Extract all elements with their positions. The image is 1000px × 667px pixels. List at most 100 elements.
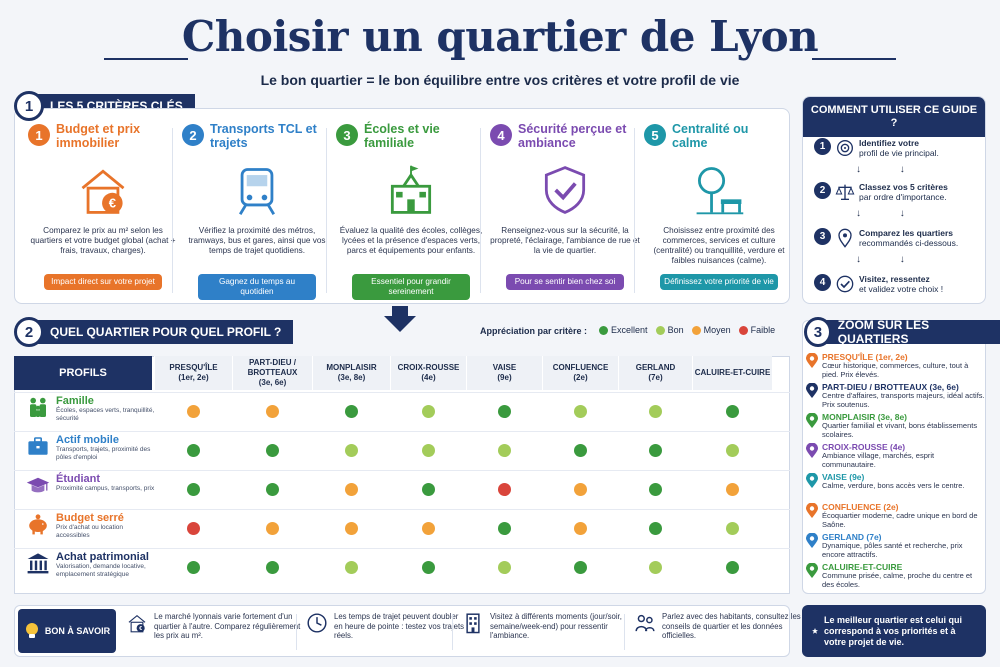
school-icon: [336, 160, 486, 220]
quarter-text: CONFLUENCE (2e) Écoquartier moderne, cadr…: [822, 502, 986, 529]
criterion-card: 1 Budget et prix immobilier € Comparez le p…: [28, 122, 178, 298]
section1-number: 1: [14, 91, 44, 121]
building-icon: [462, 612, 484, 634]
profile-table: [14, 356, 790, 594]
map-pin-icon: [806, 442, 818, 458]
rating-dot-excellent: [265, 483, 279, 496]
column-name: PART-DIEU / BROTTEAUX: [247, 358, 298, 377]
quarter-item: VAISE (9e) Calme, verdure, bons accès ver…: [806, 472, 986, 491]
section2-number: 2: [14, 317, 44, 347]
rating-dot-excellent: [421, 483, 435, 496]
column-sub: (2e): [573, 373, 588, 382]
criterion-text: Évaluez la qualité des écoles, collèges,…: [339, 226, 483, 255]
guide-step-bold: Comparez les quartiers: [859, 228, 954, 238]
quarter-name: VAISE (9e): [822, 472, 865, 482]
briefcase-icon: [26, 434, 50, 458]
legend-item: Excellent: [599, 325, 648, 335]
criterion-text: Choisissez entre proximité des commerces…: [653, 226, 785, 265]
profile-label: Actif mobile Transports, trajets, proximi…: [26, 434, 156, 461]
criterion-title: Budget et prix immobilier: [56, 122, 141, 150]
profile-name: Budget serré: [56, 512, 124, 524]
quarter-desc: Calme, verdure, bons accès vers le centr…: [822, 481, 965, 490]
quarter-item: PRESQU'ÎLE (1er, 2e) Cœur historique, com…: [806, 352, 986, 379]
profile-desc: Proximité campus, transports, prix: [56, 485, 155, 492]
rating-dot-bon: [725, 444, 739, 457]
quarter-text: GERLAND (7e) Dynamique, pôles santé et re…: [822, 532, 986, 559]
profile-text: Budget serré Prix d'achat ou location acc…: [56, 512, 156, 539]
quarter-text: CROIX-ROUSSE (4e) Ambiance village, march…: [822, 442, 986, 469]
quarter-item: CROIX-ROUSSE (4e) Ambiance village, march…: [806, 442, 986, 469]
quarter-text: MONPLAISIR (3e, 8e) Quartier familial et …: [822, 412, 986, 439]
bon-a-savoir-badge: BON À SAVOIR: [18, 609, 116, 653]
rating-dot-moyen: [421, 522, 435, 535]
criterion-title: Transports TCL et trajets: [210, 122, 317, 150]
rating-dot-bon: [497, 444, 511, 457]
guide-step: 1 Identifiez votre profil de vie principal…: [814, 138, 969, 158]
profile-label: Achat patrimonial Valorisation, demande l…: [26, 551, 156, 578]
table-row: [14, 548, 790, 587]
column-header: MONPLAISIR (3e, 8e): [312, 356, 390, 390]
rating-legend: Appréciation par critère : Excellent Bon M…: [480, 325, 783, 337]
rating-dot-excellent: [497, 522, 511, 535]
profile-text: Famille Écoles, espaces verts, tranquilli…: [56, 395, 156, 422]
column-sub: (3e, 8e): [337, 373, 366, 382]
final-message-text: Le meilleur quartier est celui qui corre…: [824, 614, 963, 647]
guide-step-text: Comparez les quartiers recommandés ci-des…: [859, 228, 969, 248]
column-name: VAISE: [492, 363, 517, 372]
rating-dot-bon: [421, 444, 435, 457]
quarter-desc: Cœur historique, commerces, culture, tou…: [822, 361, 969, 379]
profile-text: Achat patrimonial Valorisation, demande l…: [56, 551, 156, 578]
rating-dot-faible: [186, 522, 200, 535]
column-name: PRESQU'ÎLE: [169, 363, 218, 372]
column-header: CROIX-ROUSSE (4e): [390, 356, 466, 390]
rating-dot-bon: [421, 405, 435, 418]
criterion-header: 1 Budget et prix immobilier: [28, 122, 178, 150]
table-row: [14, 470, 790, 509]
house-euro-icon: €: [28, 160, 178, 220]
column-header: PART-DIEU / BROTTEAUX (3e, 6e): [232, 356, 312, 390]
criterion-number: 3: [336, 124, 358, 146]
section2-header: 2 QUEL QUARTIER POUR QUEL PROFIL ?: [14, 317, 294, 347]
table-row: [14, 431, 790, 470]
final-message: Le meilleur quartier est celui qui corre…: [802, 605, 986, 657]
map-pin-icon: [806, 472, 818, 488]
profils-header: PROFILS: [14, 356, 152, 390]
column-header: GERLAND (7e): [618, 356, 692, 390]
guide-arrows: ↓ ↓: [856, 254, 923, 265]
piggy-bank-icon: [26, 512, 50, 536]
criterion-text: Vérifiez la proximité des métros, tramwa…: [188, 226, 326, 255]
column-name: CONFLUENCE: [552, 363, 609, 372]
scale-icon: [835, 182, 855, 202]
legend-item: Bon: [655, 325, 684, 335]
quarter-desc: Commune prisée, calme, proche du centre …: [822, 571, 973, 589]
column-sub: (9e): [497, 373, 512, 382]
criterion-divider: [634, 128, 635, 293]
footer-tip: € Le marché lyonnais varie fortement d'un…: [126, 612, 304, 641]
rating-dot-excellent: [648, 483, 662, 496]
guide-step: 3 Comparez les quartiers recommandés ci-de…: [814, 228, 969, 248]
guide-title: COMMENT UTILISER CE GUIDE ?: [803, 97, 985, 137]
column-sub: (1er, 2e): [178, 373, 209, 382]
rating-dot-moyen: [573, 522, 587, 535]
guide-arrows: ↓ ↓: [856, 164, 923, 175]
rating-dot-bon: [648, 405, 662, 418]
guide-step-bold: Classez vos 5 critères: [859, 182, 948, 192]
criterion-number: 4: [490, 124, 512, 146]
criterion-text: Comparez le prix au m² selon les quartie…: [30, 226, 176, 255]
quarter-name: MONPLAISIR (3e, 8e): [822, 412, 908, 422]
rating-dot-excellent: [265, 561, 279, 574]
profile-label: Famille Écoles, espaces verts, tranquilli…: [26, 395, 156, 422]
quarter-name: CROIX-ROUSSE (4e): [822, 442, 906, 452]
quarter-name: GERLAND (7e): [822, 532, 882, 542]
footer-tip-text: Visitez à différents moments (jour/soir,…: [490, 612, 622, 640]
check-circle-icon: [835, 274, 855, 294]
lightbulb-icon: [25, 623, 38, 638]
profile-desc: Écoles, espaces verts, tranquillité, séc…: [56, 407, 155, 422]
section3-number: 3: [804, 317, 832, 347]
footer-tip: Les temps de trajet peuvent doubler en h…: [306, 612, 468, 641]
quarter-desc: Quartier familial et vivant, bons établi…: [822, 421, 978, 439]
rating-dot-bon: [344, 444, 358, 457]
bank-building-icon: [26, 551, 50, 575]
rating-dot-excellent: [573, 561, 587, 574]
criterion-number: 2: [182, 124, 204, 146]
